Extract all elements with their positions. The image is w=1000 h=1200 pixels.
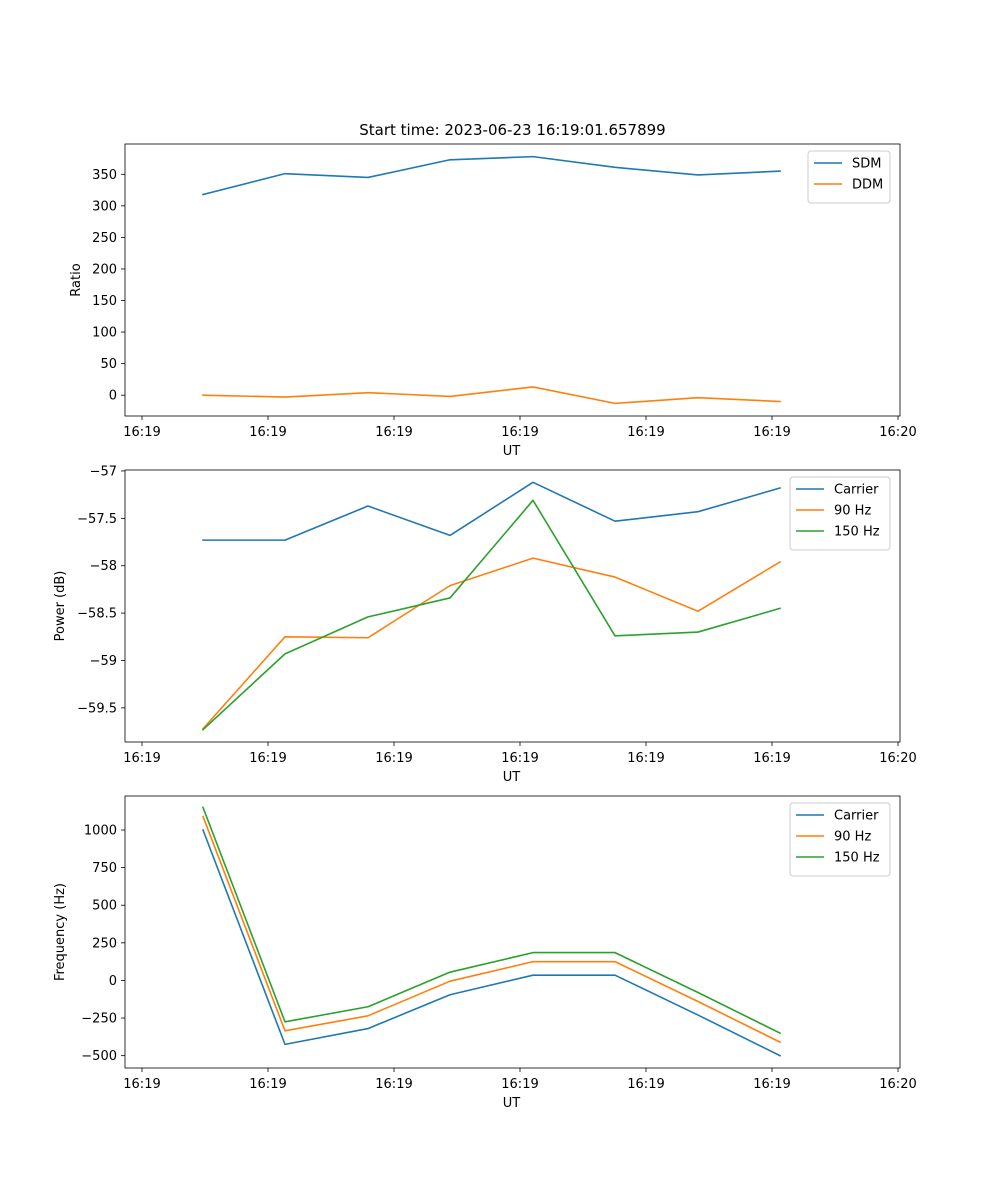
y-axis-label: Ratio [69, 263, 84, 296]
x-tick-label: 16:19 [375, 1077, 412, 1092]
x-tick-label: 16:19 [627, 751, 664, 766]
axes-frame [124, 795, 901, 1069]
series-line-carrier [202, 481, 781, 541]
y-tick-label: 250 [92, 231, 117, 246]
y-tick-label: −59 [90, 654, 117, 669]
x-tick-label: 16:19 [249, 751, 286, 766]
y-tick-label: −57.5 [77, 512, 117, 527]
y-tick-label: 1000 [84, 824, 117, 839]
legend: Carrier 90 Hz 150 Hz [789, 802, 891, 877]
y-tick-label: 0 [109, 974, 117, 989]
y-tick-label: 750 [92, 861, 117, 876]
x-tick-label: 16:19 [627, 425, 664, 440]
x-tick-label: 16:19 [123, 425, 160, 440]
series-line-90-hz [201, 815, 782, 1044]
x-tick-label: 16:19 [753, 751, 790, 766]
y-tick-label: 500 [92, 899, 117, 914]
x-tick-label: 16:20 [879, 1077, 916, 1092]
y-axis-label: Power (dB) [53, 571, 68, 642]
axes-frame [124, 143, 901, 417]
y-tick-label: 100 [92, 326, 117, 341]
y-tick-label: 0 [109, 389, 117, 404]
y-tick-label: 350 [92, 168, 117, 183]
y-tick-label: −58 [90, 559, 117, 574]
legend-label: 90 Hz [834, 504, 871, 519]
x-tick-label: 16:19 [501, 425, 538, 440]
y-tick-label: 150 [92, 294, 117, 309]
legend-label: SDM [852, 157, 881, 172]
x-tick-label: 16:19 [123, 751, 160, 766]
x-axis-label: UT [503, 1096, 521, 1111]
x-tick-label: 16:19 [249, 425, 286, 440]
x-tick-label: 16:19 [753, 1077, 790, 1092]
subplot-3: 1000 750 500 250 0 −250 −500 16:19 16:19 16:19 16:… [53, 795, 917, 1111]
x-tick-label: 16:19 [501, 1077, 538, 1092]
y-tick-label: 300 [92, 199, 117, 214]
y-tick-label: −58.5 [77, 607, 117, 622]
series-line-90-hz [201, 557, 782, 730]
chart-title: Start time: 2023-06-23 16:19:01.657899 [359, 121, 665, 139]
x-tick-label: 16:19 [123, 1077, 160, 1092]
x-tick-label: 16:19 [627, 1077, 664, 1092]
y-tick-label: −59.5 [77, 701, 117, 716]
y-tick-label: −250 [81, 1012, 117, 1027]
legend-label: 150 Hz [834, 525, 880, 540]
legend-box [807, 150, 891, 204]
subplot-1: Start time: 2023-06-23 16:19:01.657899 0 5… [69, 121, 917, 459]
y-tick-label: −500 [81, 1049, 117, 1064]
x-tick-label: 16:19 [753, 425, 790, 440]
legend: Carrier 90 Hz 150 Hz [789, 476, 891, 551]
x-tick-label: 16:20 [879, 751, 916, 766]
legend-label: Carrier [834, 483, 879, 498]
series-line-150-hz [201, 499, 781, 731]
series-line-ddm [202, 386, 781, 405]
y-axis-label: Frequency (Hz) [53, 883, 68, 981]
y-tick-label: 200 [92, 262, 117, 277]
charts: Start time: 2023-06-23 16:19:01.657899 0 5… [53, 121, 917, 1111]
legend-label: 150 Hz [834, 851, 880, 866]
x-tick-label: 16:19 [501, 751, 538, 766]
series-line-sdm [202, 155, 781, 196]
y-tick-label: 50 [100, 357, 117, 372]
x-tick-label: 16:19 [249, 1077, 286, 1092]
x-tick-label: 16:19 [375, 425, 412, 440]
legend-label: 90 Hz [834, 830, 871, 845]
x-axis-label: UT [503, 770, 521, 785]
x-axis-label: UT [503, 444, 521, 459]
series-line-carrier [201, 828, 782, 1057]
axes-frame [124, 469, 901, 743]
legend-label: Carrier [834, 809, 879, 824]
x-tick-label: 16:20 [879, 425, 916, 440]
y-tick-label: 250 [92, 936, 117, 951]
legend: SDM DDM [807, 150, 891, 204]
legend-label: DDM [852, 178, 883, 193]
subplot-2: −57 −57.5 −58 −58.5 −59 −59.5 16:19 16:19 16:19 1… [53, 464, 917, 785]
y-tick-label: −57 [90, 464, 117, 479]
series-line-150-hz [201, 806, 782, 1035]
x-tick-label: 16:19 [375, 751, 412, 766]
